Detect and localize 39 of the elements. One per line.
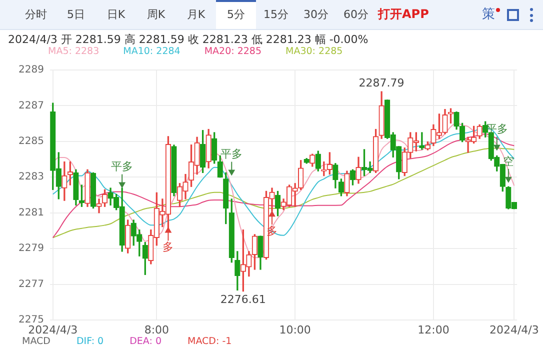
text: 30分 — [302, 7, 330, 23]
text: 5日 — [66, 7, 86, 23]
x-tick-label: 2024/4/3 — [28, 323, 78, 336]
text: 5分 — [216, 0, 256, 29]
y-tick-label: 2279 — [18, 243, 44, 254]
text: 日K — [106, 7, 126, 23]
text: MA20: 2285 — [204, 46, 262, 57]
data-label: 多 — [162, 240, 174, 254]
y-tick-label: 2283 — [18, 172, 44, 183]
text: MACD: -1 — [188, 336, 232, 347]
text: MA30: 2285 — [286, 46, 343, 57]
text: 分时 — [24, 7, 48, 23]
annotation: 2287.79 — [358, 76, 404, 90]
x-tick-label: 12:00 — [418, 323, 450, 336]
y-tick-label: 2275 — [18, 314, 44, 326]
y-tick-label: 2281 — [18, 207, 44, 218]
y-tick-label: 2277 — [18, 278, 44, 290]
text: DEA: 0 — [130, 336, 162, 347]
y-tick-label: 2289 — [18, 64, 44, 76]
text: MA5: 2283 — [48, 46, 100, 57]
data-label: 平多 — [111, 160, 134, 174]
text: 60分 — [342, 7, 370, 23]
text: MACD — [22, 336, 50, 347]
data-label: 空 — [502, 154, 514, 168]
y-tick-label: 2287 — [18, 100, 44, 112]
y-tick-label: 2285 — [18, 136, 44, 148]
annotation: 2276.61 — [220, 293, 266, 306]
data-label: 平多 — [220, 148, 243, 161]
text: 策 — [482, 6, 495, 24]
text: 15分 — [262, 7, 290, 23]
text: MA10: 2284 — [123, 46, 180, 57]
x-tick-label: 10:00 — [279, 323, 311, 336]
x-tick-label: 2024/4/3 — [489, 323, 539, 336]
text: 打开APP — [378, 6, 429, 23]
text: DIF: 0 — [76, 336, 104, 347]
text: 周K — [146, 7, 166, 23]
text: 月K — [186, 7, 206, 23]
x-tick-label: 8:00 — [144, 323, 170, 336]
chart-title: 2024/4/3 开 2281.59 高 2281.59 收 2281.23 低 2281.23 幅 -0.00% — [8, 32, 368, 47]
